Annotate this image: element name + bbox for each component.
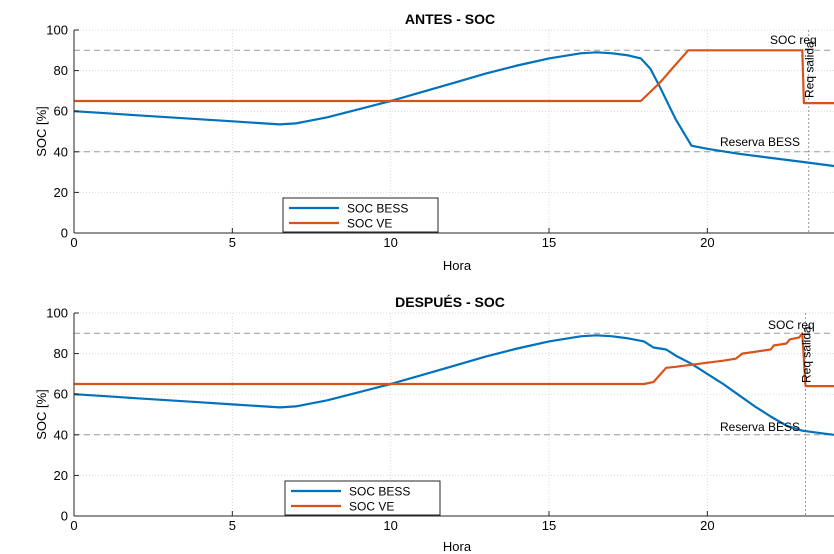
y-tick-label: 60 — [54, 104, 68, 119]
y-tick-label: 40 — [54, 427, 68, 442]
x-tick-label: 20 — [700, 518, 714, 533]
y-tick-label: 100 — [46, 306, 68, 321]
reserva-bess-annotation: Reserva BESS — [720, 420, 800, 434]
y-tick-label: 80 — [54, 346, 68, 361]
x-tick-label: 0 — [70, 518, 77, 533]
chart-title: DESPUÉS - SOC — [395, 294, 505, 310]
x-tick-label: 15 — [542, 235, 556, 250]
x-tick-label: 15 — [542, 518, 556, 533]
legend-box — [282, 197, 439, 233]
req-salida-annotation: Req salida — [803, 41, 817, 98]
y-tick-label: 0 — [61, 509, 68, 524]
legend-label: SOC BESS — [349, 485, 410, 499]
x-tick-label: 20 — [700, 235, 714, 250]
req-salida-annotation: Req salida — [800, 326, 814, 383]
legend-label: SOC VE — [347, 217, 392, 231]
legend-box — [284, 480, 441, 516]
y-tick-label: 40 — [54, 144, 68, 159]
y-tick-label: 20 — [54, 185, 68, 200]
chart-panel-2: 0 20 40 60 80 100 0 5 10 15 20 DESPUÉS - SOC Hora SOC… — [34, 294, 834, 554]
series-line-soc-ve — [74, 49, 834, 105]
series-line-soc-bess — [74, 51, 834, 168]
x-tick-label: 5 — [229, 518, 236, 533]
y-tick-label: 100 — [46, 23, 68, 38]
x-tick-label: 10 — [383, 518, 397, 533]
chart-panel-1: 0 20 40 60 80 100 0 5 10 15 20 ANTES - SOC Hora SOC [… — [34, 11, 834, 273]
soc-req-annotation: SOC req — [770, 33, 817, 47]
x-tick-label: 5 — [229, 235, 236, 250]
y-axis-label: SOC [%] — [34, 389, 49, 440]
x-axis-label: Hora — [443, 258, 472, 273]
chart-title: ANTES - SOC — [405, 11, 495, 27]
series-line-soc-ve — [74, 332, 834, 388]
x-axis-label: Hora — [443, 539, 472, 554]
x-tick-label: 0 — [70, 235, 77, 250]
y-tick-label: 20 — [54, 468, 68, 483]
y-axis-label: SOC [%] — [34, 106, 49, 157]
legend-label: SOC BESS — [347, 202, 408, 216]
x-tick-label: 10 — [383, 235, 397, 250]
y-tick-label: 60 — [54, 387, 68, 402]
reserva-bess-annotation: Reserva BESS — [720, 135, 800, 149]
y-tick-label: 80 — [54, 63, 68, 78]
y-tick-label: 0 — [61, 226, 68, 241]
series-line-soc-bess — [74, 334, 834, 436]
legend-label: SOC VE — [349, 500, 394, 514]
soc-req-annotation: SOC req — [768, 318, 815, 332]
